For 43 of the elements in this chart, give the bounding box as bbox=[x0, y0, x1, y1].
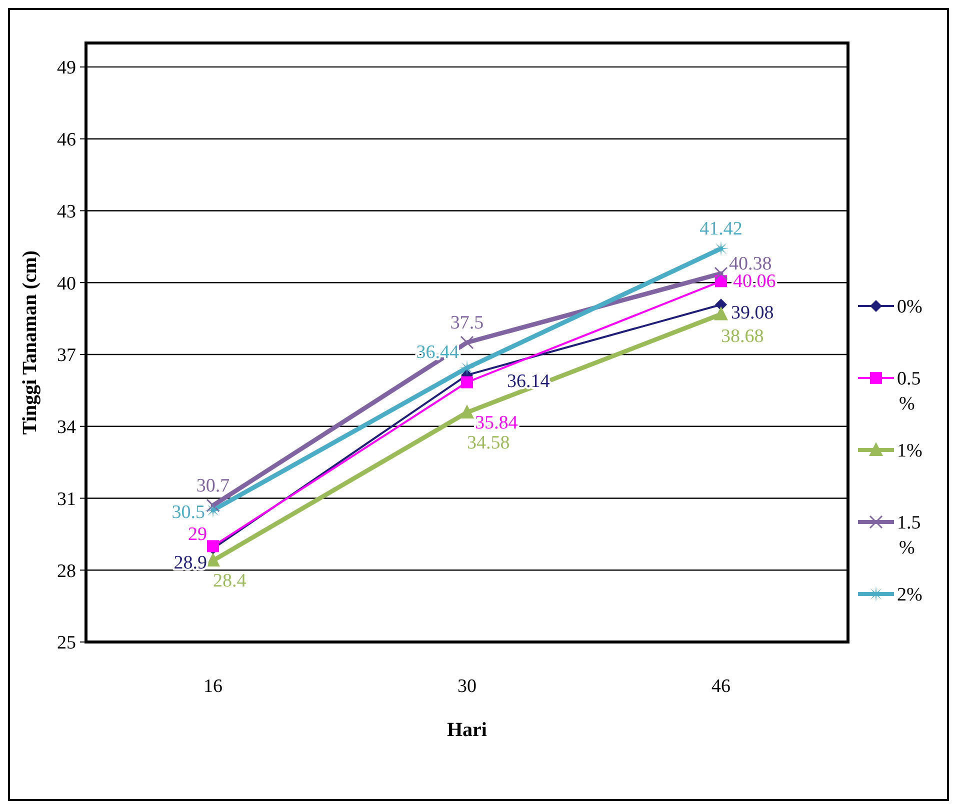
data-label: 36.14 bbox=[507, 371, 550, 392]
point bbox=[460, 336, 474, 350]
legend-label: 0% bbox=[897, 296, 922, 318]
point bbox=[207, 540, 219, 552]
x-axis-title: Hari bbox=[447, 719, 488, 741]
legend-label: 1.5 % bbox=[897, 512, 921, 558]
data-label: 37.5 bbox=[450, 312, 484, 334]
y-tick-label: 40 bbox=[57, 273, 76, 294]
point bbox=[205, 502, 221, 518]
y-tick-label: 25 bbox=[57, 632, 76, 654]
data-label: 38.68 bbox=[721, 326, 764, 348]
legend-label: 0.5 % bbox=[897, 368, 921, 414]
y-tick-label: 28 bbox=[57, 560, 76, 582]
data-label: 34.58 bbox=[467, 432, 510, 454]
data-label: 39.08 bbox=[731, 302, 774, 324]
data-label: 28.9 bbox=[174, 552, 207, 574]
point bbox=[713, 240, 729, 257]
point bbox=[459, 360, 475, 376]
y-tick-label: 46 bbox=[57, 129, 76, 150]
x-tick-label: 46 bbox=[712, 676, 730, 697]
data-label: 29 bbox=[188, 524, 207, 546]
point bbox=[714, 306, 728, 320]
data-label: 30.5 bbox=[172, 502, 205, 524]
point bbox=[715, 298, 727, 311]
y-tick-label: 34 bbox=[57, 417, 76, 438]
data-label: 40.38 bbox=[729, 253, 772, 274]
point bbox=[461, 376, 473, 388]
data-label: 28.4 bbox=[213, 570, 247, 592]
y-tick-label: 49 bbox=[57, 58, 76, 79]
x-tick-label: 30 bbox=[458, 676, 476, 697]
y-tick-label: 37 bbox=[57, 345, 76, 366]
y-tick-label: 43 bbox=[57, 201, 76, 222]
x-tick-label: 16 bbox=[204, 676, 222, 697]
legend-label: 2% bbox=[897, 584, 922, 606]
legend-label: 1% bbox=[897, 440, 922, 462]
point bbox=[460, 404, 474, 418]
point bbox=[714, 266, 728, 280]
data-label: 41.42 bbox=[700, 218, 742, 240]
point bbox=[206, 498, 220, 512]
data-label: 30.7 bbox=[196, 475, 230, 496]
y-tick-label: 31 bbox=[57, 488, 76, 510]
y-axis-title: Tinggi Tanaman (cm) bbox=[19, 250, 41, 435]
point bbox=[206, 552, 220, 567]
